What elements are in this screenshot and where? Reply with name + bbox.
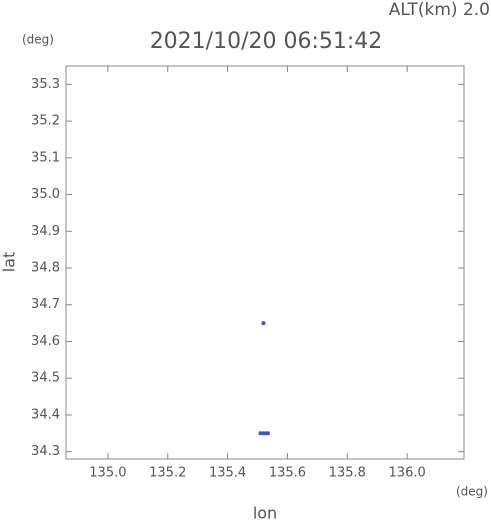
x-axis-label: lon	[253, 504, 277, 521]
y-tick-label: 35.2	[31, 114, 60, 129]
plot-frame	[65, 65, 465, 460]
y-tick-label: 34.9	[31, 224, 60, 239]
x-tick-label: 135.0	[89, 466, 126, 481]
y-tick-label: 35.3	[31, 77, 60, 92]
point	[258, 431, 263, 436]
y-tick-label: 34.6	[31, 334, 60, 349]
y-axis-label: lat	[0, 252, 19, 273]
x-tick-label: 135.2	[149, 466, 186, 481]
x-tick-label: 135.6	[269, 466, 306, 481]
y-tick-label: 35.0	[31, 187, 60, 202]
y-tick-label: 34.4	[31, 407, 60, 422]
point	[265, 431, 270, 436]
y-tick-label: 35.1	[31, 150, 60, 165]
x-unit: (deg)	[456, 485, 488, 499]
y-tick-label: 34.5	[31, 371, 60, 386]
x-tick-label: 136.0	[389, 466, 426, 481]
y-tick-label: 34.8	[31, 261, 60, 276]
y-tick-label: 34.7	[31, 297, 60, 312]
y-unit: (deg)	[22, 33, 54, 47]
point	[261, 431, 266, 436]
y-tick-label: 34.3	[31, 444, 60, 459]
x-tick-label: 135.4	[209, 466, 246, 481]
chart-title: 2021/10/20 06:51:42	[150, 29, 383, 54]
x-tick-label: 135.8	[329, 466, 366, 481]
point	[261, 321, 266, 326]
chart-subtitle: ALT(km) 2.0	[389, 0, 490, 20]
